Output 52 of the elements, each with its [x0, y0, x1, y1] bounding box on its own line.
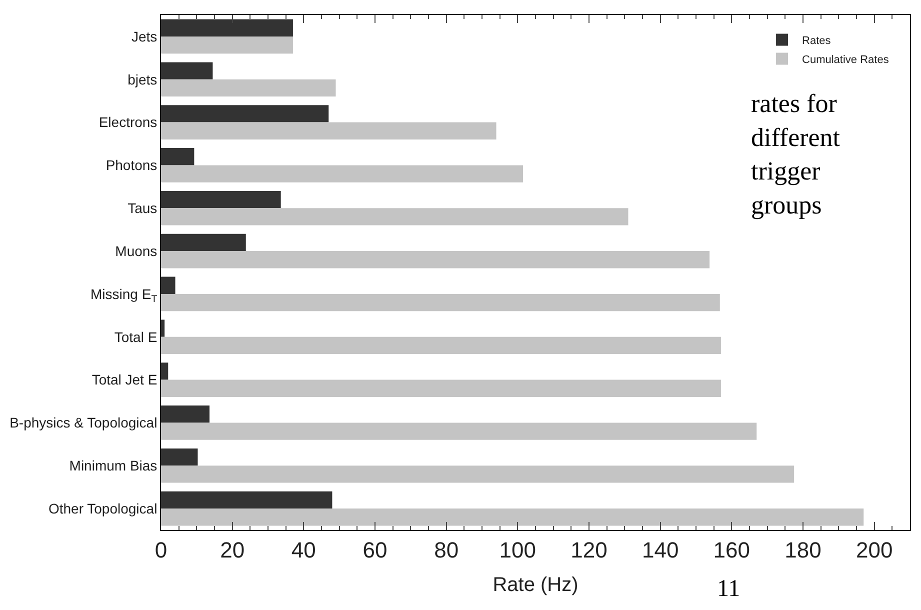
bar [161, 466, 794, 483]
bar [161, 380, 721, 397]
y-tick-label: Taus [128, 200, 158, 216]
y-tick-label: Total E [114, 328, 158, 345]
bar [161, 79, 336, 97]
x-axis-title: Rate (Hz) [492, 574, 578, 596]
legend-label: Rates [802, 35, 832, 48]
y-tick-label: Other Topological [48, 500, 158, 516]
bar [161, 276, 176, 294]
legend-label: Cumulative Rates [802, 54, 890, 66]
bar [161, 294, 720, 312]
x-tick-label: 140 [642, 537, 679, 562]
bar [161, 251, 710, 268]
x-tick-label: 80 [434, 537, 459, 562]
x-tick-label: 160 [713, 537, 750, 562]
y-tick-label: Muons [115, 242, 158, 259]
bar [161, 422, 757, 440]
x-tick-label: 200 [856, 537, 893, 562]
y-tick-label: Jets [132, 28, 158, 44]
bar [161, 165, 524, 182]
x-tick-label: 20 [220, 537, 245, 562]
bar [161, 406, 210, 423]
y-tick-label: B-physics & Topological [10, 414, 158, 431]
bar [161, 105, 329, 122]
bar [161, 336, 721, 354]
bar [161, 234, 246, 252]
bar [161, 508, 864, 526]
x-tick-label: 60 [362, 537, 388, 562]
bar [161, 208, 628, 226]
bar [161, 448, 198, 466]
bar [161, 491, 332, 509]
x-tick-label: 100 [499, 537, 536, 562]
y-tick-label: Missing E$_{T}$ [90, 286, 158, 305]
bar [161, 62, 213, 80]
y-tick-label: Total Jet E [92, 372, 158, 388]
bar [161, 19, 293, 36]
y-tick-label: Minimum Bias [69, 458, 158, 474]
bar [161, 190, 281, 208]
text: 11 [717, 576, 740, 602]
x-tick-label: 40 [291, 537, 316, 562]
bar [161, 36, 293, 54]
y-tick-label: Electrons [98, 114, 158, 130]
x-tick-label: 120 [570, 537, 608, 562]
y-tick-label: Photons [106, 157, 158, 174]
x-tick-label: 0 [154, 537, 168, 562]
y-tick-label: bjets [128, 71, 158, 88]
bar [161, 122, 496, 140]
annotation: rates for different trigger groups [751, 89, 841, 220]
bar [161, 320, 165, 337]
bar [161, 148, 194, 166]
bar [161, 362, 168, 380]
x-tick-label: 180 [784, 537, 822, 562]
